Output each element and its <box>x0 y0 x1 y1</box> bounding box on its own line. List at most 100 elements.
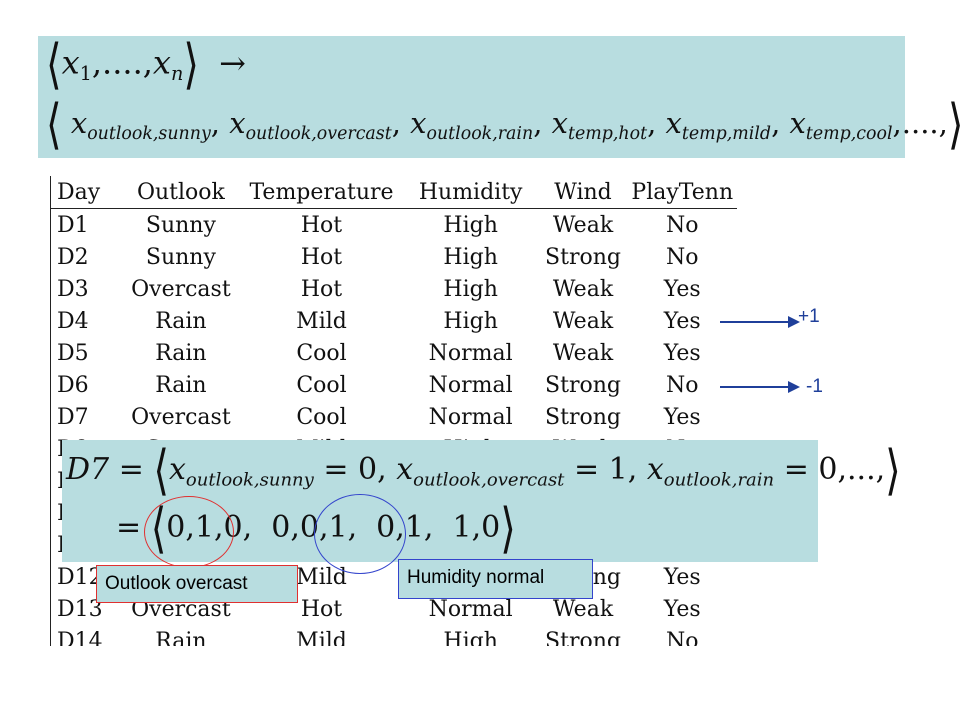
ellipsis: ,...., <box>892 106 948 140</box>
table-cell: Yes <box>663 308 701 334</box>
column-header: Humidity <box>402 176 539 209</box>
ellipsis: ,...., <box>91 43 153 82</box>
close-bracket: ⟩ <box>885 439 901 503</box>
table-cell: Cool <box>296 340 347 366</box>
formula-line-1: ⟨x1,....,xn⟩ → <box>46 34 246 96</box>
open-bracket: ⟨ <box>153 439 169 503</box>
table-cell: D4 <box>57 308 89 334</box>
equals-sign: = <box>118 452 144 487</box>
table-cell: D6 <box>57 372 89 398</box>
column-header: Outlook <box>121 176 241 209</box>
table-row: D2 Sunny Hot High Strong No <box>51 241 737 273</box>
table-cell: Weak <box>552 340 614 366</box>
table-row: D14 Rain Mild High Strong No <box>51 625 737 647</box>
column-header: PlayTenn <box>627 176 737 209</box>
d7-formula-line-1: D7 = ⟨xoutlook,sunny = 0, xoutlook,overc… <box>66 439 901 503</box>
table-cell: D1 <box>57 212 89 238</box>
column-header: Wind <box>538 176 628 209</box>
table-cell: No <box>666 372 699 398</box>
x-var: x <box>61 43 80 82</box>
outlook-overcast-callout: Outlook overcast <box>96 565 298 603</box>
close-bracket: ⟩ <box>183 33 199 97</box>
table-cell: D2 <box>57 244 89 270</box>
table-cell: Weak <box>552 212 614 238</box>
table-cell: No <box>666 244 699 270</box>
arrow-plus-head-icon <box>788 316 800 328</box>
table-cell: Strong <box>545 372 621 398</box>
table-cell: Normal <box>428 372 513 398</box>
table-row: D4 Rain Mild High Weak Yes <box>51 305 737 337</box>
table-row: D5 Rain Cool Normal Weak Yes <box>51 337 737 369</box>
term-subscript: outlook,overcast <box>413 469 565 491</box>
table-cell: Yes <box>663 404 701 430</box>
table-cell: High <box>443 308 498 334</box>
table-cell: Rain <box>155 308 207 334</box>
table-cell: Normal <box>428 404 513 430</box>
term-subscript: outlook,rain <box>663 469 775 491</box>
term-value: 0 <box>818 452 838 487</box>
table-header-row: Day Outlook Temperature Humidity Wind Pl… <box>51 176 737 209</box>
table-cell: Weak <box>552 308 614 334</box>
table-cell: High <box>443 628 498 647</box>
table-cell: Hot <box>300 244 343 270</box>
table-cell: High <box>443 244 498 270</box>
open-bracket: ⟨ <box>46 33 62 97</box>
table-cell: Sunny <box>145 212 216 238</box>
feature-term: xoutlook,overcast <box>229 106 392 145</box>
feature-term: xtemp,cool <box>789 106 893 145</box>
table-cell: D7 <box>57 404 89 430</box>
term-subscript: temp,mild <box>681 124 772 145</box>
xn-subscript: n <box>170 62 184 86</box>
table-cell: Rain <box>155 628 207 647</box>
arrow-minus-head-icon <box>788 381 800 393</box>
outlook-highlight-circle <box>144 496 234 568</box>
table-cell: Yes <box>663 276 701 302</box>
table-cell: Strong <box>545 404 621 430</box>
label-minus-one: -1 <box>806 376 823 397</box>
table-cell: D14 <box>57 628 103 647</box>
term-subscript: temp,hot <box>567 124 648 145</box>
ellipsis: ,..., <box>837 452 886 487</box>
table-cell: Cool <box>296 372 347 398</box>
table-cell: D12 <box>57 564 103 590</box>
table-cell: No <box>666 212 699 238</box>
table-cell: Hot <box>300 596 343 622</box>
table-cell: Cool <box>296 404 347 430</box>
table-cell: Overcast <box>131 276 231 302</box>
term-subscript: outlook,sunny <box>185 469 314 491</box>
term-subscript: temp,cool <box>805 124 893 145</box>
table-cell: Yes <box>663 596 701 622</box>
xn-var: x <box>152 43 171 82</box>
feature-term: xoutlook,sunny <box>70 106 211 145</box>
term-value: 1 <box>608 452 628 487</box>
column-header: Temperature <box>240 176 403 209</box>
table-cell: Strong <box>545 244 621 270</box>
term-subscript: outlook,overcast <box>245 124 392 145</box>
arrow-minus-line <box>720 386 790 388</box>
table-cell: Normal <box>428 340 513 366</box>
term-value: 0 <box>358 452 378 487</box>
term-subscript: outlook,rain <box>426 124 534 145</box>
feature-term: xoutlook,rain <box>410 106 534 145</box>
humidity-normal-callout: Humidity normal <box>398 559 593 599</box>
table-cell: Hot <box>300 276 343 302</box>
table-cell: Rain <box>155 340 207 366</box>
table-row: D1 Sunny Hot High Weak No <box>51 209 737 242</box>
table-cell: Hot <box>300 212 343 238</box>
table-cell: Weak <box>552 276 614 302</box>
feature-formula-box: ⟨x1,....,xn⟩ → ⟨ xoutlook,sunny, xoutloo… <box>38 34 960 158</box>
equals-sign: = <box>116 510 142 545</box>
formula-line-2: ⟨ xoutlook,sunny, xoutlook,overcast, xou… <box>46 94 960 156</box>
table-cell: Yes <box>663 564 701 590</box>
close-bracket: ⟩ <box>500 497 516 561</box>
table-cell: Overcast <box>131 404 231 430</box>
feature-term: xtemp,hot <box>551 106 648 145</box>
term-subscript: outlook,sunny <box>87 124 211 145</box>
table-cell: Normal <box>428 596 513 622</box>
table-cell: D5 <box>57 340 89 366</box>
table-cell: Weak <box>552 596 614 622</box>
table-row: D3 Overcast Hot High Weak Yes <box>51 273 737 305</box>
column-header: Day <box>51 176 122 209</box>
d7-label: D7 <box>66 452 110 487</box>
table-cell: Strong <box>545 628 621 647</box>
